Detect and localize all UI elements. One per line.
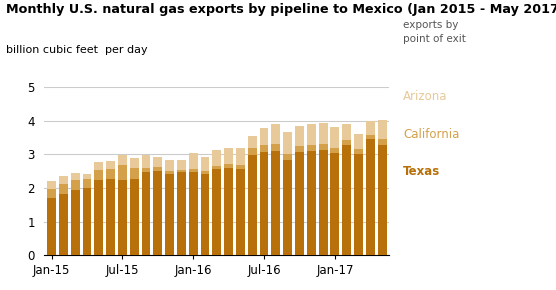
Bar [307, 151, 316, 255]
Text: Monthly U.S. natural gas exports by pipeline to Mexico (Jan 2015 - May 2017): Monthly U.S. natural gas exports by pipe… [6, 3, 556, 16]
Bar [224, 164, 233, 168]
Bar [142, 168, 151, 172]
Bar [319, 144, 327, 150]
Bar [71, 180, 80, 190]
Bar [130, 168, 138, 179]
Bar [366, 121, 375, 135]
Bar [153, 157, 162, 167]
Bar [201, 171, 210, 174]
Bar [189, 169, 197, 172]
Bar [189, 153, 197, 169]
Bar [59, 194, 68, 255]
Bar [236, 169, 245, 255]
Bar [224, 148, 233, 164]
Bar [47, 198, 56, 255]
Bar [118, 165, 127, 180]
Bar [248, 137, 257, 148]
Bar [224, 168, 233, 255]
Bar [165, 160, 174, 171]
Bar [177, 173, 186, 255]
Bar [130, 158, 138, 168]
Bar [47, 181, 56, 188]
Bar [307, 145, 316, 151]
Bar [130, 179, 138, 255]
Bar [201, 157, 210, 171]
Bar [248, 155, 257, 255]
Bar [82, 179, 91, 188]
Bar [95, 170, 103, 180]
Bar [142, 172, 151, 255]
Bar [283, 160, 292, 255]
Bar [319, 123, 327, 144]
Bar [330, 148, 339, 153]
Bar [71, 173, 80, 180]
Bar [248, 148, 257, 155]
Bar [236, 148, 245, 165]
Bar [201, 174, 210, 255]
Bar [59, 177, 68, 184]
Bar [47, 188, 56, 198]
Bar [295, 126, 304, 146]
Bar [354, 134, 363, 149]
Bar [378, 139, 386, 145]
Bar [212, 150, 221, 166]
Bar [295, 146, 304, 152]
Bar [71, 190, 80, 255]
Bar [106, 169, 115, 179]
Bar [212, 169, 221, 255]
Text: Arizona: Arizona [403, 90, 448, 103]
Bar [142, 155, 151, 168]
Bar [378, 120, 386, 139]
Bar [118, 155, 127, 165]
Bar [165, 171, 174, 174]
Bar [342, 124, 351, 140]
Bar [59, 184, 68, 194]
Text: Texas: Texas [403, 165, 440, 178]
Bar [153, 171, 162, 255]
Bar [189, 172, 197, 255]
Bar [354, 149, 363, 154]
Bar [95, 162, 103, 170]
Bar [342, 145, 351, 255]
Bar [271, 144, 280, 151]
Bar [82, 175, 91, 179]
Bar [271, 124, 280, 144]
Bar [366, 139, 375, 255]
Text: exports by
point of exit: exports by point of exit [403, 20, 466, 44]
Bar [319, 150, 327, 255]
Bar [283, 154, 292, 160]
Bar [307, 124, 316, 145]
Bar [260, 128, 269, 145]
Bar [118, 180, 127, 255]
Bar [342, 140, 351, 145]
Bar [165, 174, 174, 255]
Bar [153, 167, 162, 171]
Bar [260, 152, 269, 255]
Bar [212, 166, 221, 169]
Bar [177, 160, 186, 170]
Bar [271, 151, 280, 255]
Bar [283, 132, 292, 154]
Bar [295, 152, 304, 255]
Bar [106, 179, 115, 255]
Bar [106, 161, 115, 169]
Bar [378, 145, 386, 255]
Bar [236, 165, 245, 169]
Bar [330, 153, 339, 255]
Bar [366, 135, 375, 139]
Text: billion cubic feet  per day: billion cubic feet per day [6, 45, 147, 55]
Bar [260, 145, 269, 152]
Bar [354, 154, 363, 255]
Bar [177, 170, 186, 173]
Text: California: California [403, 128, 459, 141]
Bar [95, 180, 103, 255]
Bar [330, 127, 339, 148]
Bar [82, 188, 91, 255]
